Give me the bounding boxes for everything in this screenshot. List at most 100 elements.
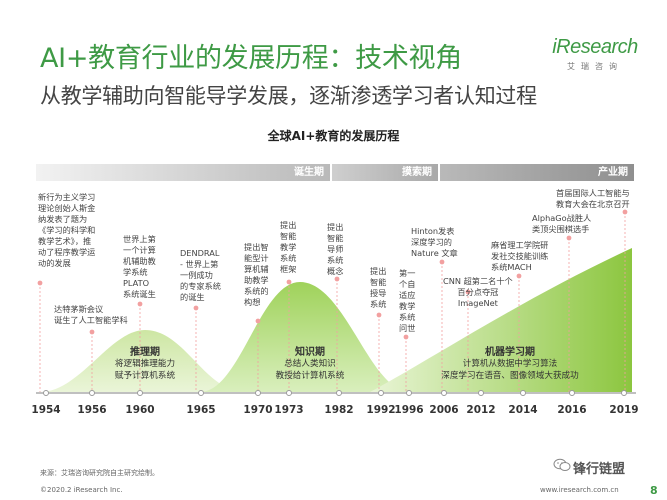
event-line: Nature 文章 (411, 248, 458, 258)
event-dot (37, 280, 43, 286)
event-line: 系统 (399, 312, 416, 322)
event-line: 教学 (399, 301, 416, 311)
wave-desc-reasoning: 将逻辑推理能力 赋予计算机系统 (95, 359, 195, 382)
event-line: AlphaGo战胜人 (532, 213, 592, 223)
event-line: - 世界上第 (180, 259, 219, 269)
event-line: 提出 (327, 222, 344, 232)
wave-reasoning (40, 330, 245, 392)
event-dot (566, 235, 572, 241)
event-dot (89, 329, 95, 335)
event-line: 提出 (280, 220, 297, 230)
event-dot (516, 273, 522, 279)
event-dot (193, 305, 199, 311)
event-line: 系统 (370, 299, 387, 309)
copyright-text: ©2020.2 iResearch Inc. (40, 486, 123, 494)
wave-desc-knowledge: 总结人类知识 教授给计算机系统 (255, 359, 365, 382)
year-tick (621, 390, 627, 396)
wave-desc-line: 深度学习在语音、图像领域大获成功 (441, 370, 579, 381)
year-label: 2012 (466, 404, 496, 416)
year-label: 1992 (366, 404, 396, 416)
event-line: 框架 (280, 264, 297, 274)
event-line: 个自 (399, 279, 416, 289)
page-number: 8 (650, 484, 658, 497)
event-line: 能型计 (244, 253, 269, 263)
event-dot (376, 312, 382, 318)
wave-desc-line: 将逻辑推理能力 (114, 359, 176, 369)
event-line: 系统的 (244, 286, 269, 296)
year-ticks (43, 390, 627, 396)
event-line: 《学习的科学和 (38, 225, 96, 235)
wave-label-reasoning: 推理期 (130, 347, 160, 358)
year-label: 2006 (429, 404, 459, 416)
event-label-1973: 提出 智能 教学 系统 框架 (280, 220, 296, 275)
event-line: ImageNet (457, 298, 498, 308)
event-line: 一例成功 (180, 270, 213, 280)
event-label-1982: 提出 智能 导师 系统 概念 (327, 222, 343, 277)
year-label: 1960 (125, 404, 155, 416)
event-line: 动的发展 (38, 258, 71, 268)
chart-title: 全球AI+教育的发展历程 (267, 129, 400, 143)
event-label-1965: DENDRAL - 世界上第 一例成功 的专家系统 的诞生 (180, 248, 221, 303)
event-line: 首届国际人工智能与 (556, 188, 630, 198)
year-tick (336, 390, 342, 396)
phase-bar-exploration: 摸索期 (332, 164, 438, 181)
event-line: 智能 (280, 231, 297, 241)
wave-label-knowledge: 知识期 (295, 347, 325, 358)
year-tick (198, 390, 204, 396)
phase-bar-industry: 产业期 (440, 164, 634, 181)
event-line: 算机辅 (244, 264, 269, 274)
event-line: 麻省理工学院研 (491, 240, 549, 250)
watermark-text: 锋行链盟 (573, 462, 626, 477)
event-dot (137, 301, 143, 307)
event-label-1996: 第一 个自 适应 教学 系统 问世 (399, 268, 415, 334)
event-line: 助教学 (244, 275, 269, 285)
event-line: 机辅助教 (123, 256, 156, 266)
year-tick (43, 390, 49, 396)
event-dot (439, 259, 445, 265)
year-label: 2016 (557, 404, 587, 416)
year-label: 2014 (508, 404, 538, 416)
event-line: PLATO (123, 278, 150, 288)
year-tick (441, 390, 447, 396)
event-line: Hinton发表 (411, 226, 455, 236)
event-line: 的专家系统 (180, 281, 221, 291)
event-label-1992: 提出 智能 授导 系统 (370, 266, 386, 310)
year-tick (89, 390, 95, 396)
event-line: 发社交技能训练 (491, 251, 549, 261)
year-label: 1965 (186, 404, 216, 416)
event-line: 达特茅斯会议 (54, 304, 104, 314)
event-line: 系统诞生 (123, 289, 156, 299)
event-dot (403, 334, 409, 340)
phase-bar-birth: 诞生期 (36, 164, 330, 181)
event-dot (622, 209, 628, 215)
event-line: 授导 (370, 288, 387, 298)
iresearch-logo: iResearch 艾瑞咨询 (545, 36, 645, 72)
wave-desc-line: 计算机从数据中学习算法 (462, 359, 558, 369)
page-title: AI+教育行业的发展历程：技术视角 (40, 43, 462, 74)
event-line: 构想 (244, 297, 261, 307)
year-label: 1956 (77, 404, 107, 416)
event-dots (37, 209, 628, 340)
year-tick (255, 390, 261, 396)
event-line: 系统MACH (491, 262, 532, 272)
wave-label-machine-learning: 机器学习期 (485, 347, 535, 358)
event-pins (39, 212, 626, 392)
event-dot (286, 279, 292, 285)
event-line: 提出 (370, 266, 387, 276)
event-line: CNN 超第二名十个 (443, 276, 513, 286)
wave-knowledge (200, 282, 410, 392)
event-label-1956: 达特茅斯会议 诞生了人工智能学科 (54, 304, 128, 326)
event-line: 教育大会在北京召开 (556, 199, 630, 209)
year-tick (406, 390, 412, 396)
event-line: 智能 (370, 277, 387, 287)
year-label: 1996 (394, 404, 424, 416)
event-label-1970: 提出智 能型计 算机辅 助教学 系统的 构想 (244, 242, 269, 308)
wave-desc-machine-learning: 计算机从数据中学习算法 深度学习在语音、图像领域大获成功 (410, 359, 610, 382)
event-line: 类顶尖围棋选手 (532, 224, 590, 234)
wave-desc-line: 教授给计算机系统 (275, 370, 345, 381)
event-label-2006: Hinton发表 深度学习的 Nature 文章 (411, 226, 458, 259)
event-line: 导师 (327, 244, 344, 254)
event-label-1954: 新行为主义学习 理论创始人斯金 纳发表了题为 《学习的科学和 教学艺术》，推 动… (38, 192, 95, 269)
event-line: 问世 (399, 323, 416, 333)
event-line: 系统 (280, 253, 297, 263)
